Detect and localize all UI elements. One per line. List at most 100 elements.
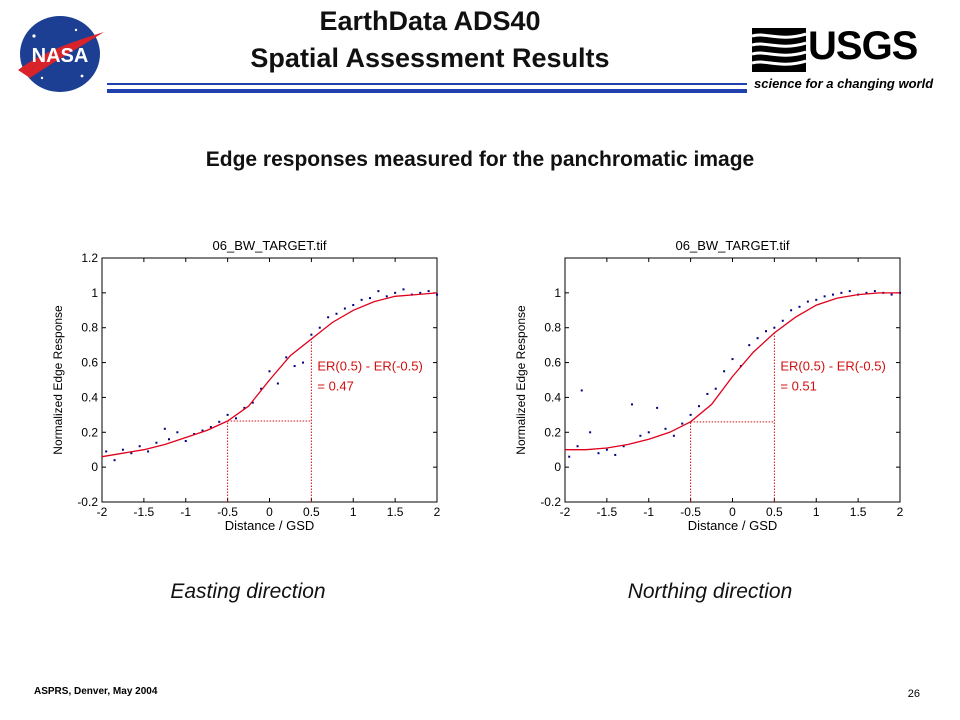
data-point [113,459,116,462]
data-point [218,420,221,423]
x-tick-label: 2 [434,505,441,519]
data-point [848,290,851,293]
footer-event: ASPRS, Denver, May 2004 [34,686,158,697]
slide-subtitle: Edge responses measured for the panchrom… [205,148,755,171]
x-tick-label: 1 [813,505,820,519]
data-point [647,431,650,434]
data-point [773,326,776,329]
annotation-line1: ER(0.5) - ER(-0.5) [317,358,422,373]
data-point [706,392,709,395]
data-point [790,309,793,312]
data-point [622,445,625,448]
y-tick-label: 0.2 [81,425,98,439]
data-point [285,356,288,359]
data-point [781,319,784,322]
x-tick-label: -1.5 [597,505,618,519]
data-point [832,293,834,296]
data-point [589,431,592,434]
y-tick-label: 1 [554,286,561,300]
y-tick-label: 1.2 [81,251,98,265]
data-point [427,290,430,293]
x-tick-label: 0 [266,505,273,519]
data-point [360,298,363,301]
data-point [105,450,108,453]
data-point [890,293,893,296]
data-point [327,316,330,319]
data-point [163,427,166,430]
data-point [201,429,204,432]
x-tick-label: -2 [97,505,108,519]
data-point [168,438,170,441]
usgs-wordmark: USGS [808,24,918,68]
data-point [377,290,380,293]
y-tick-label: 0.6 [81,356,98,370]
x-axis-label: Distance / GSD [225,518,315,533]
data-point [369,297,371,300]
data-point [656,406,659,409]
caption-northing: Northing direction [627,580,793,603]
x-axis-label: Distance / GSD [688,518,778,533]
y-tick-label: 0.8 [81,321,98,335]
data-point [352,304,355,307]
data-point [385,295,388,298]
data-point [176,431,179,434]
data-point [798,305,801,308]
data-point [631,403,633,406]
data-point [235,417,237,420]
annotation-line2: = 0.51 [780,378,817,393]
y-axis-label: Normalized Edge Response [51,305,65,455]
y-tick-label: -0.2 [540,495,561,509]
data-point [310,333,313,336]
data-point [343,307,346,310]
data-point [714,387,717,390]
data-point [568,455,571,458]
data-point [681,422,684,425]
data-point [302,361,304,364]
page-number: 26 [907,688,920,700]
chart-title: 06_BW_TARGET.tif [676,238,790,253]
page-title-line1: EarthData ADS40 [319,6,541,36]
nasa-wordmark: NASA [32,45,89,67]
data-point [672,434,675,437]
data-point [402,288,405,291]
plot-frame [564,257,901,503]
data-point [251,401,254,404]
data-point [138,445,141,448]
edge-response-chart-easting: 06_BW_TARGET.tif -2 -1.5 -1 -0.5 0 0.5 1 1.5 2 -0.… [51,238,441,533]
x-tick-label: -0.5 [680,505,701,519]
data-point [815,298,818,301]
fit-line [565,292,900,451]
x-tick-label: -1 [643,505,654,519]
x-tick-label: 0 [729,505,736,519]
data-point [605,448,608,451]
data-point [614,453,617,456]
data-point [260,387,263,390]
data-point [748,344,751,347]
y-tick-label: -0.2 [77,495,98,509]
annotation-line1: ER(0.5) - ER(-0.5) [780,358,885,373]
data-point [184,440,187,442]
usgs-wave-mark [752,28,806,72]
data-point [639,434,642,437]
data-point [731,358,734,361]
y-tick-label: 0.8 [544,321,561,335]
y-tick-label: 0.4 [544,390,561,404]
y-tick-label: 0.4 [81,390,98,404]
data-point [756,337,759,340]
y-tick-label: 0 [91,460,98,474]
data-point [840,291,843,294]
data-point [873,290,876,293]
x-tick-label: -1.5 [134,505,155,519]
header-rule-thin [107,83,747,85]
data-point [293,365,296,368]
edge-response-chart-northing: 06_BW_TARGET.tif -2 -1.5 -1 -0.5 0 0.5 1 1.5 2 -0.… [514,238,904,533]
annotation-line2: = 0.47 [317,378,354,393]
x-tick-label: -1 [180,505,191,519]
x-tick-label: 0.5 [766,505,783,519]
y-axis-label: Normalized Edge Response [514,305,528,455]
chart-title: 06_BW_TARGET.tif [213,238,327,253]
data-point [209,426,212,429]
data-point [394,291,397,294]
data-point [121,448,124,451]
data-point [436,293,438,296]
